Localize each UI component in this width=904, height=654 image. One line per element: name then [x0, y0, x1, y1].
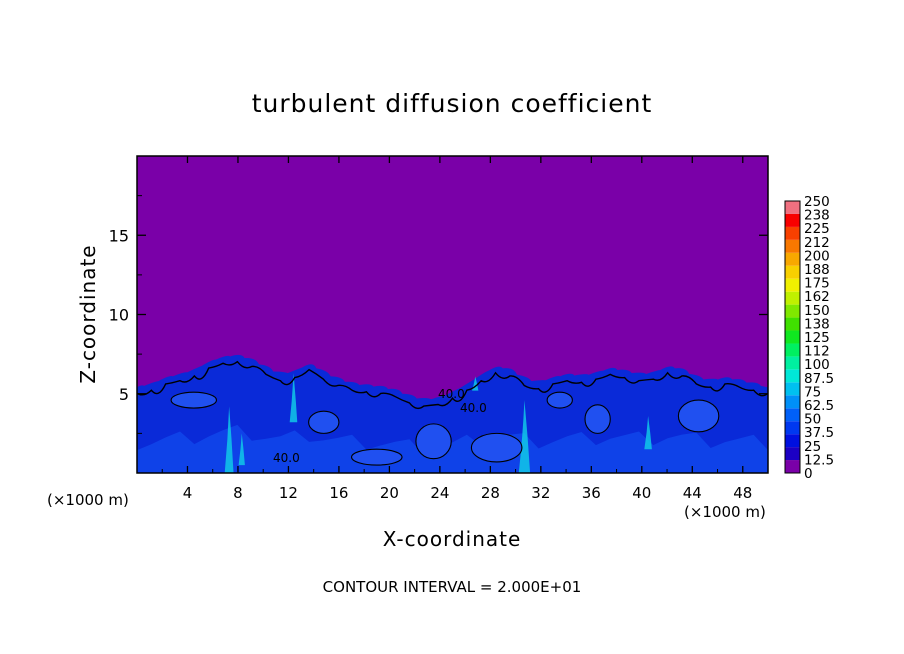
colorbar-swatch	[785, 239, 800, 253]
y-axis-label: Z-coordinate	[76, 244, 100, 383]
y-axis-ticks: 5 10 15	[109, 195, 768, 434]
x-tick-label: 4	[183, 484, 193, 502]
x-tick-label: 28	[481, 484, 500, 502]
plume-streak	[644, 415, 652, 450]
turbulent-layer-mid	[137, 424, 768, 473]
plume-streak	[224, 406, 234, 473]
colorbar-swatch	[785, 382, 800, 396]
colorbar-swatch	[785, 356, 800, 370]
y-tick-label: 5	[119, 385, 129, 404]
colorbar-swatch	[785, 213, 800, 227]
x-tick-label: 40	[632, 484, 651, 502]
colorbar-label: 87.5	[804, 371, 834, 387]
x-tick-label: 48	[733, 484, 752, 502]
x-tick-label: 20	[380, 484, 399, 502]
colorbar-swatch	[785, 278, 800, 292]
colorbar-swatch	[785, 317, 800, 331]
x-tick-label: 32	[531, 484, 550, 502]
contour-label: 40.0	[460, 401, 487, 415]
plume-features	[224, 373, 652, 473]
colorbar-label: 25	[804, 439, 821, 455]
colorbar-label: 50	[804, 412, 821, 428]
colorbar-swatch	[785, 252, 800, 266]
colorbar-swatch	[785, 408, 800, 422]
colorbar-swatch	[785, 421, 800, 435]
colorbar-swatch	[785, 343, 800, 357]
colorbar-label: 100	[804, 357, 830, 373]
colorbar-swatch	[785, 447, 800, 461]
colorbar-label: 238	[804, 208, 830, 224]
plot-area: 40.0 40.0 40.0	[136, 155, 769, 474]
colorbar-label: 175	[804, 276, 830, 292]
contour-interval-note: CONTOUR INTERVAL = 2.000E+01	[323, 578, 582, 596]
eddy-contour	[470, 432, 523, 463]
contour-line	[137, 360, 768, 410]
colorbar-swatch	[785, 369, 800, 383]
eddy-contour	[308, 410, 340, 434]
colorbar-label: 125	[804, 330, 830, 346]
colorbar-swatch	[785, 434, 800, 448]
eddy-contour	[170, 391, 218, 409]
colorbar-label: 200	[804, 248, 830, 264]
colorbar-swatch	[785, 226, 800, 240]
colorbar-label: 0	[804, 466, 813, 482]
colorbar-label: 12.5	[804, 452, 834, 468]
colorbar-swatch	[785, 304, 800, 318]
colorbar-label: 250	[804, 194, 830, 210]
colorbar-label: 75	[804, 384, 821, 400]
eddy-contour	[415, 423, 452, 460]
colorbar-label: 112	[804, 344, 830, 360]
colorbar-swatch	[785, 460, 800, 473]
eddy-contour	[546, 391, 573, 409]
colorbar-label: 188	[804, 262, 830, 278]
x-axis-label: X-coordinate	[383, 527, 522, 551]
eddy-contour	[677, 399, 720, 433]
colorbar-frame	[784, 200, 801, 474]
x-tick-label: 24	[430, 484, 449, 502]
chart-title: turbulent diffusion coefficient	[252, 89, 653, 118]
x-unit-left: (×1000 m)	[47, 491, 129, 509]
colorbar-label: 150	[804, 303, 830, 319]
x-tick-label: 44	[683, 484, 702, 502]
eddy-contours	[170, 391, 720, 466]
y-tick-label: 10	[109, 306, 129, 325]
colorbar: 012.52537.55062.57587.510011212513815016…	[784, 194, 834, 482]
x-tick-label: 12	[279, 484, 298, 502]
colorbar-swatch	[785, 265, 800, 279]
colorbar-label: 225	[804, 221, 830, 237]
colorbar-swatch	[785, 395, 800, 409]
contour-label: 40.0	[438, 387, 465, 401]
contour-label: 40.0	[273, 451, 300, 465]
colorbar-label: 212	[804, 235, 830, 251]
x-tick-label: 16	[329, 484, 348, 502]
plume-streak	[289, 373, 298, 423]
x-axis-ticks: 4 8 12 16 20 24 28 32 36 40 44 48	[161, 156, 752, 502]
x-tick-label: 8	[233, 484, 243, 502]
plume-streak	[518, 400, 531, 473]
colorbar-label: 138	[804, 316, 830, 332]
colorbar-label: 62.5	[804, 398, 834, 414]
colorbar-swatch	[785, 330, 800, 344]
y-tick-label: 15	[109, 226, 129, 245]
eddy-contour	[350, 448, 403, 466]
colorbar-label: 162	[804, 289, 830, 305]
x-tick-label: 36	[582, 484, 601, 502]
x-unit-right: (×1000 m)	[684, 503, 766, 521]
colorbar-swatch	[785, 291, 800, 305]
plume-streak	[238, 433, 245, 466]
colorbar-swatch	[785, 201, 800, 214]
colorbar-label: 37.5	[804, 425, 834, 441]
eddy-contour	[584, 404, 611, 434]
